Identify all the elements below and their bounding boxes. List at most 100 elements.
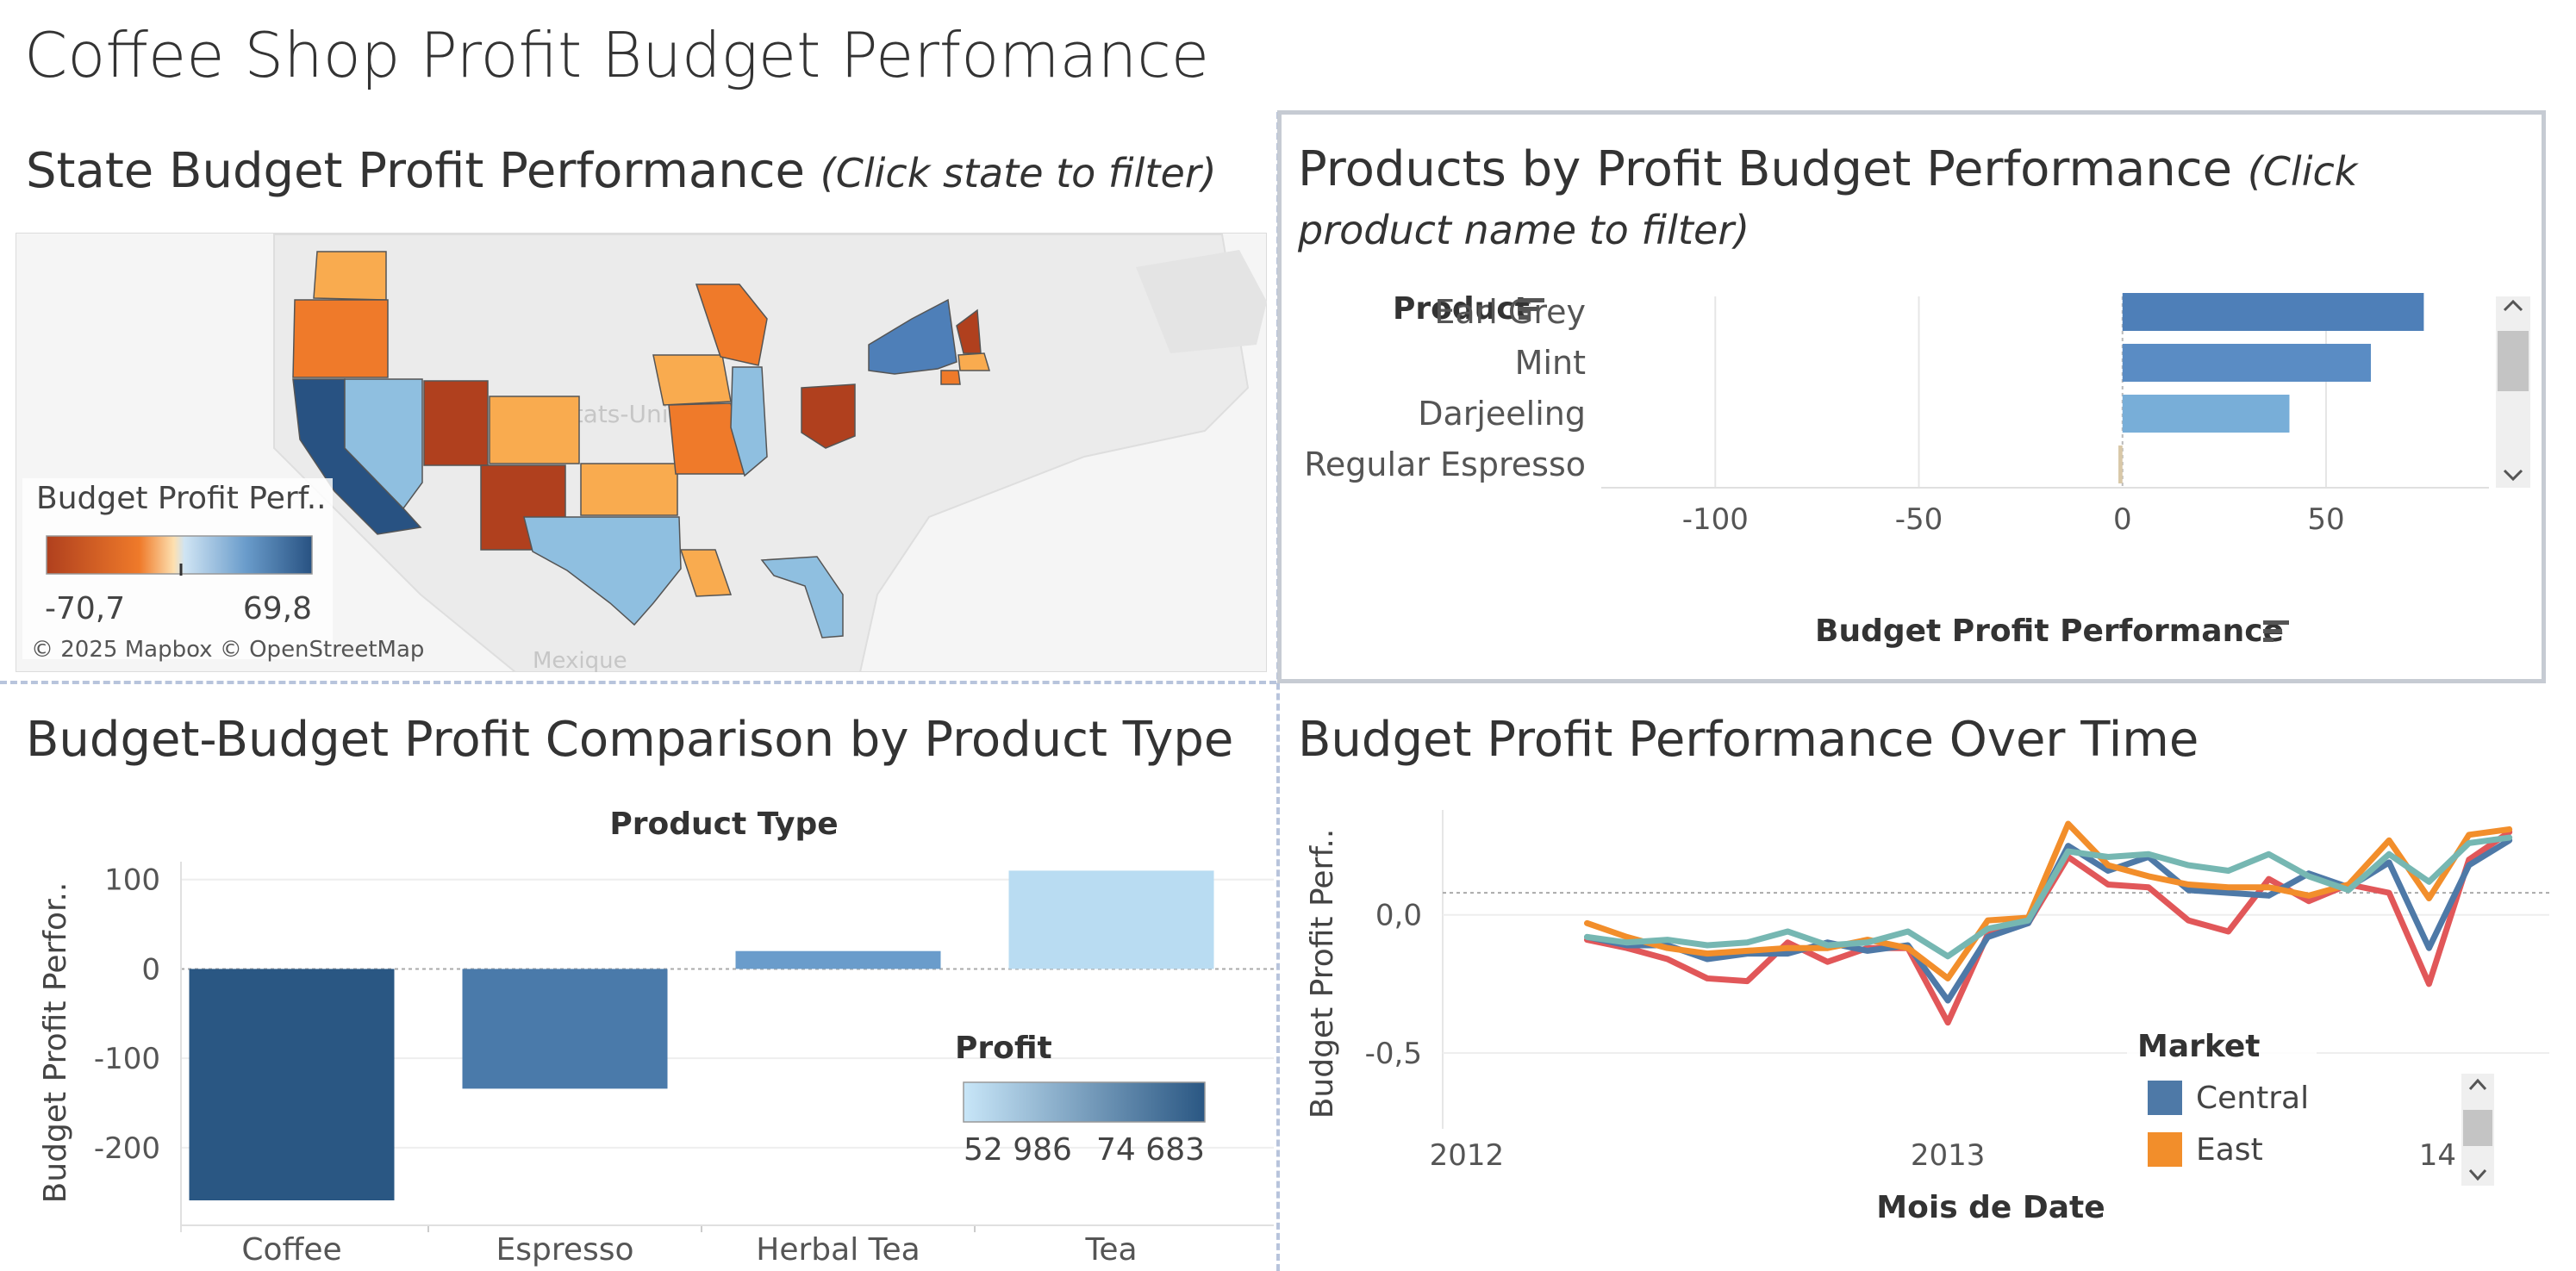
type-category-herbal-tea: Herbal Tea — [756, 1232, 920, 1268]
products-bar-chart: Product Earl Grey Mint Darjeeling Regular E… — [1304, 291, 2530, 649]
state-nevada[interactable] — [344, 378, 423, 510]
legend-scroll-thumb[interactable] — [2463, 1110, 2492, 1146]
time-y-title: Budget Profit Perf.. — [1305, 829, 1340, 1119]
product-label-darjeeling[interactable]: Darjeeling — [1418, 395, 1586, 433]
products-x-tick: -50 — [1895, 502, 1943, 537]
products-x-tick: 50 — [2307, 502, 2344, 537]
state-illinois[interactable] — [730, 366, 768, 477]
products-x-title: Budget Profit Performance — [1815, 614, 2284, 649]
mexico-label: Mexique — [533, 648, 627, 672]
state-connecticut[interactable] — [940, 370, 961, 385]
product-type-bar-chart: Product Type Budget Profit Perfor.. 100 0… — [38, 807, 1274, 1268]
time-series-west[interactable] — [1583, 834, 2513, 960]
state-louisiana[interactable] — [679, 549, 733, 597]
profit-legend-gradient — [963, 1081, 1206, 1123]
type-bar-herbal-tea[interactable] — [735, 950, 941, 969]
type-y-tick: -200 — [94, 1131, 160, 1166]
type-y-tick: 0 — [141, 952, 160, 987]
time-y-tick: 0,0 — [1375, 899, 1422, 933]
time-x-tick: 2013 — [1911, 1138, 1986, 1173]
type-y-tick: 100 — [104, 863, 160, 898]
time-panel: Budget Profit Performance Over Time Budg… — [1282, 689, 2575, 1271]
time-line-chart: Budget Profit Perf.. 0,0-0,5 2012 2013 14 … — [1305, 810, 2549, 1225]
profit-legend-min: 52 986 — [964, 1132, 1072, 1168]
products-scroll-thumb[interactable] — [2498, 331, 2529, 391]
products-x-tick: -100 — [1682, 502, 1749, 537]
product-type-panel: Budget-Budget Profit Comparison by Produ… — [0, 689, 1274, 1271]
product-bar-earl-grey[interactable] — [2122, 293, 2424, 331]
time-x-title: Mois de Date — [1876, 1190, 2105, 1225]
state-iowa[interactable] — [652, 354, 732, 406]
product-sort-icon[interactable] — [1519, 298, 1544, 320]
scroll-up-icon[interactable] — [2503, 299, 2523, 312]
type-top-label: Product Type — [609, 807, 838, 842]
product-bar-mint[interactable] — [2122, 344, 2371, 382]
time-x-tick: 14 — [2419, 1138, 2456, 1173]
canada-region — [1136, 250, 1267, 353]
state-texas[interactable] — [523, 516, 682, 626]
type-category-espresso: Espresso — [496, 1232, 633, 1268]
market-legend-title: Market — [2137, 1029, 2260, 1064]
state-oklahoma[interactable] — [580, 463, 678, 516]
product-label-earl-grey[interactable]: Earl Grey — [1434, 293, 1586, 331]
dashboard-title: Coffee Shop Profit Budget Perfomance — [24, 19, 1210, 91]
state-ohio[interactable] — [801, 383, 856, 449]
type-category-tea: Tea — [1084, 1232, 1137, 1268]
map-legend-max: 69,8 — [243, 591, 312, 626]
map-legend-title: Budget Profit Perf.. — [36, 481, 327, 516]
type-y-tick: -100 — [94, 1042, 160, 1076]
products-panel: Products by Profit Budget Performance (C… — [1282, 115, 2541, 680]
map-hint: (Click state to filter) — [820, 150, 1217, 196]
product-label-mint[interactable]: Mint — [1515, 344, 1586, 382]
legend-scroll-up-icon[interactable] — [2468, 1078, 2487, 1091]
state-washington[interactable] — [313, 251, 387, 301]
market-legend-scrollbar[interactable] — [2461, 1074, 2494, 1186]
market-legend-swatch-east[interactable] — [2148, 1132, 2182, 1167]
legend-scroll-down-icon[interactable] — [2468, 1168, 2487, 1181]
market-legend-swatch-central[interactable] — [2148, 1081, 2182, 1115]
map-legend-min: -70,7 — [45, 591, 125, 626]
time-series-east[interactable] — [1583, 820, 2513, 981]
map-attribution[interactable]: © 2025 Mapbox © OpenStreetMap — [31, 637, 424, 663]
state-new-york[interactable] — [868, 298, 957, 375]
products-panel-title: Products by Profit Budget Performance (C… — [1298, 141, 2357, 197]
state-wisconsin[interactable] — [695, 283, 768, 366]
products-scrollbar[interactable] — [2496, 296, 2530, 488]
type-bar-coffee[interactable] — [189, 969, 395, 1201]
state-florida[interactable] — [760, 556, 844, 639]
time-y-tick: -0,5 — [1365, 1037, 1422, 1071]
panel-divider-horizontal — [0, 681, 1276, 684]
profit-legend-max: 74 683 — [1096, 1132, 1205, 1168]
map-legend-gradient — [46, 535, 313, 575]
profit-legend-title: Profit — [955, 1031, 1052, 1066]
type-bar-tea[interactable] — [1008, 870, 1214, 969]
time-x-tick: 2012 — [1430, 1138, 1505, 1173]
map-panel: State Budget Profit Performance (Click s… — [0, 129, 1274, 681]
products-hint: (Click — [2247, 148, 2358, 195]
product-label-regular-espresso[interactable]: Regular Espresso — [1304, 445, 1586, 483]
state-map[interactable]: États-Unis Mexique Budget Profit Perf.. — [16, 233, 1267, 672]
product-bar-darjeeling[interactable] — [2122, 395, 2290, 433]
state-massachusetts[interactable] — [957, 352, 991, 371]
type-y-title: Budget Profit Perfor.. — [38, 882, 73, 1204]
product-header[interactable]: Product — [1393, 291, 1530, 327]
x-axis-sort-icon[interactable] — [2263, 620, 2289, 642]
products-x-tick: 0 — [2113, 502, 2132, 537]
panel-divider-vertical — [1276, 112, 1280, 1271]
time-panel-title: Budget Profit Performance Over Time — [1298, 712, 2199, 768]
scroll-down-icon[interactable] — [2503, 469, 2523, 482]
products-hint-line2: product name to filter) — [1298, 207, 1750, 253]
state-oregon[interactable] — [292, 299, 389, 378]
map-title-text: State Budget Profit Performance — [26, 143, 805, 199]
state-colorado[interactable] — [489, 396, 580, 464]
products-title-text: Products by Profit Budget Performance — [1298, 141, 2233, 197]
map-panel-title: State Budget Profit Performance (Click s… — [26, 143, 1217, 199]
market-legend-label-central[interactable]: Central — [2196, 1081, 2309, 1116]
type-panel-title: Budget-Budget Profit Comparison by Produ… — [26, 712, 1234, 768]
selected-panel-border — [1277, 110, 2546, 683]
product-bar-regular-espresso[interactable] — [2118, 445, 2123, 483]
state-utah[interactable] — [423, 380, 489, 466]
type-category-coffee: Coffee — [241, 1232, 341, 1268]
market-legend-label-east[interactable]: East — [2196, 1132, 2263, 1168]
type-bar-espresso[interactable] — [462, 969, 668, 1089]
